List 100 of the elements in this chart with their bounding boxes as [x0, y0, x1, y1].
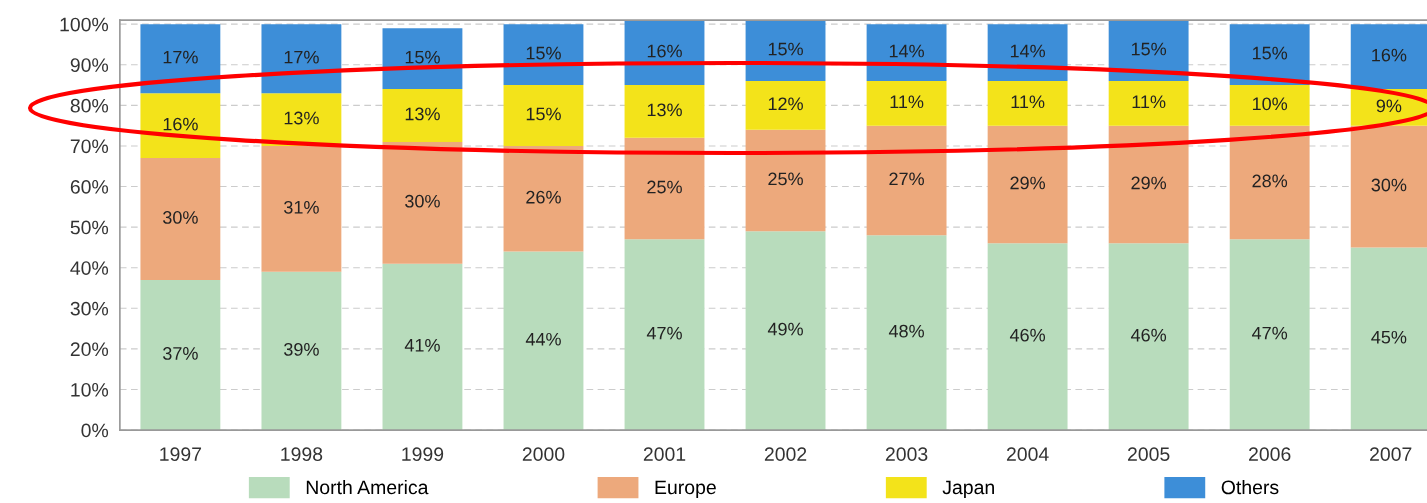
x-tick-label: 2001	[643, 447, 686, 462]
x-tick-label: 2000	[522, 447, 565, 462]
bar	[1229, 85, 1310, 126]
bar	[987, 81, 1068, 126]
bar	[1229, 125, 1310, 240]
data-label: 13%	[284, 111, 319, 125]
bar	[1229, 24, 1310, 86]
x-tick-label: 1997	[160, 447, 202, 462]
bar	[382, 263, 463, 431]
data-label: 15%	[1131, 42, 1167, 56]
y-tick-label: 0%	[81, 423, 109, 438]
y-tick-label: 70%	[70, 139, 109, 154]
data-label: 47%	[1252, 326, 1288, 340]
data-label: 10%	[1252, 97, 1288, 111]
data-label: 31%	[284, 200, 319, 214]
bar	[624, 239, 705, 431]
data-label: 46%	[1009, 328, 1046, 342]
bar	[624, 85, 705, 138]
bar	[140, 93, 221, 159]
bar	[382, 141, 463, 264]
x-tick-label: 2002	[764, 447, 807, 462]
bar	[1108, 125, 1189, 244]
x-tick-label: 2005	[1127, 447, 1170, 462]
data-label: 28%	[1252, 174, 1288, 188]
bar	[261, 93, 342, 146]
data-label: 11%	[1132, 95, 1166, 109]
legend-label: Japan	[942, 480, 994, 499]
y-tick-label: 100%	[60, 17, 109, 32]
bar	[745, 231, 826, 431]
data-label: 49%	[767, 322, 803, 336]
y-tick-label: 80%	[70, 98, 109, 113]
x-tick-label: 2007	[1370, 447, 1412, 462]
data-label: 41%	[404, 339, 440, 352]
bar	[261, 271, 342, 431]
y-tick-label: 30%	[70, 301, 109, 316]
bar	[1108, 81, 1189, 126]
data-label: 48%	[888, 324, 924, 338]
data-label: 26%	[526, 190, 561, 204]
legend-label: North America	[306, 479, 429, 495]
bar	[261, 145, 342, 272]
data-label: 15%	[768, 42, 803, 56]
data-label: 15%	[526, 46, 561, 60]
data-label: 15%	[1252, 46, 1288, 60]
x-tick-label: 2006	[1249, 447, 1291, 462]
y-tick-label: 90%	[70, 58, 109, 72]
data-label: 17%	[163, 50, 198, 64]
bar	[745, 129, 826, 232]
bar	[866, 235, 947, 431]
y-tick-label: 10%	[71, 382, 109, 397]
x-tick-label: 2003	[885, 447, 928, 462]
data-label: 39%	[284, 342, 319, 356]
data-label: 16%	[1372, 48, 1407, 62]
data-label: 46%	[1130, 328, 1167, 342]
y-tick-label: 40%	[70, 261, 109, 275]
y-tick-label: 60%	[70, 180, 109, 194]
bar	[503, 85, 584, 146]
data-label: 14%	[1010, 44, 1046, 58]
bar	[382, 89, 463, 142]
bar	[987, 243, 1068, 431]
bar	[624, 137, 705, 240]
data-label: 16%	[163, 117, 198, 131]
y-tick-label: 50%	[70, 220, 109, 235]
data-label: 11%	[890, 95, 924, 109]
x-tick-label: 2004	[1006, 447, 1049, 462]
bar	[987, 125, 1068, 244]
data-label: 15%	[526, 107, 561, 121]
data-label: 30%	[405, 194, 440, 208]
bar	[261, 24, 342, 94]
data-label: 30%	[163, 211, 198, 224]
bar	[1229, 239, 1310, 431]
data-label: 30%	[1371, 178, 1407, 192]
x-tick-label: 1999	[402, 447, 444, 462]
x-tick-label: 1998	[281, 447, 323, 462]
data-label: 16%	[647, 44, 682, 58]
data-label: 15%	[405, 50, 440, 64]
data-label: 17%	[284, 50, 319, 64]
legend-label: Others	[1221, 479, 1279, 495]
data-label: 14%	[889, 44, 924, 58]
data-label: 29%	[1010, 176, 1046, 190]
bar	[987, 24, 1068, 81]
data-label: 25%	[647, 180, 682, 194]
bar	[1108, 243, 1189, 431]
data-label: 37%	[163, 347, 198, 360]
legend-label: Europe	[655, 480, 716, 499]
bar	[503, 251, 584, 431]
data-label: 11%	[1011, 95, 1045, 109]
data-label: 47%	[646, 326, 682, 340]
bar	[140, 158, 221, 280]
data-label: 13%	[405, 107, 440, 121]
bar	[866, 81, 947, 126]
data-label: 25%	[768, 172, 803, 186]
data-label: 9%	[1376, 99, 1402, 113]
bar	[745, 81, 826, 130]
bar	[866, 125, 947, 236]
bar	[503, 145, 584, 252]
bar	[503, 24, 584, 86]
bar	[866, 24, 947, 81]
data-label: 29%	[1131, 176, 1167, 190]
data-label: 27%	[889, 172, 924, 186]
bar	[140, 24, 221, 94]
